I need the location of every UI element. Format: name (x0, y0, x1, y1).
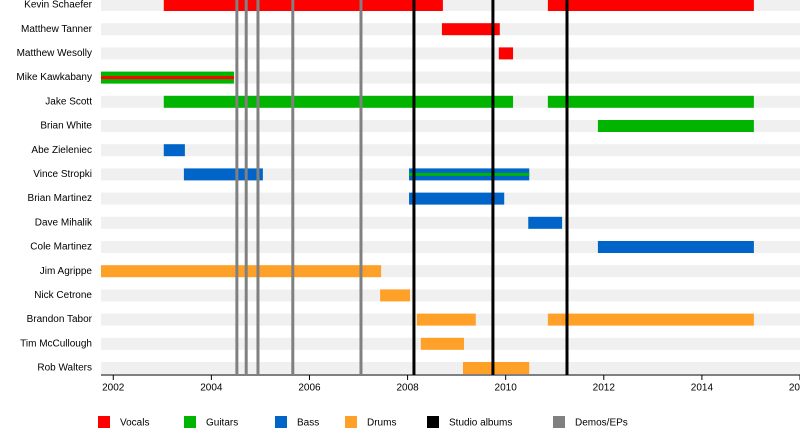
member-bar (409, 192, 505, 205)
row-stripe (101, 71, 800, 84)
row-label: Brandon Tabor (27, 314, 93, 325)
member-bar (163, 95, 514, 108)
legend-label: Guitars (206, 418, 238, 429)
x-tick-label: 2016 (789, 383, 800, 394)
member-bar (547, 95, 754, 108)
x-tick-label: 2008 (396, 383, 419, 394)
member-bar (528, 216, 563, 229)
row-label: Abe Zieleniec (31, 145, 92, 156)
member-bar (409, 172, 530, 176)
member-bar (597, 241, 754, 253)
x-tick-label: 2002 (102, 383, 125, 394)
member-bar (420, 337, 464, 350)
member-bar (498, 47, 514, 60)
row-label: Brian Martinez (28, 193, 92, 204)
member-bar (183, 168, 263, 181)
x-tick-label: 2006 (298, 383, 321, 394)
legend-label: Vocals (120, 418, 149, 429)
row-stripe (101, 362, 800, 374)
row-label: Kevin Schaefer (24, 0, 92, 11)
row-label: Tim McCullough (20, 338, 92, 349)
x-tick-label: 2004 (200, 383, 223, 394)
member-bar (101, 76, 234, 80)
row-label: Jake Scott (45, 96, 92, 107)
row-label: Rob Walters (37, 363, 92, 374)
legend-swatch (553, 416, 565, 428)
row-stripe (101, 144, 800, 157)
member-bar (547, 0, 754, 11)
legend-label: Drums (367, 418, 396, 429)
legend-swatch (184, 416, 196, 428)
legend-swatch (98, 416, 110, 428)
legend-swatch (275, 416, 287, 428)
member-bar (463, 362, 530, 374)
row-stripe (101, 0, 800, 11)
member-bar (441, 23, 500, 36)
member-bar (380, 289, 411, 302)
legend-label: Studio albums (449, 418, 512, 429)
row-label: Matthew Wesolly (17, 48, 92, 59)
row-label: Dave Mihalik (35, 217, 93, 228)
member-bar (597, 120, 754, 132)
member-bar (547, 313, 754, 326)
x-tick-label: 2014 (691, 383, 714, 394)
row-label: Cole Martinez (30, 242, 92, 253)
member-bar (163, 0, 443, 11)
row-stripe (101, 47, 800, 60)
member-bar (163, 144, 185, 157)
legend-swatch (427, 416, 439, 428)
row-label: Mike Kawkabany (16, 72, 92, 83)
row-label: Matthew Tanner (21, 24, 93, 35)
member-bar (101, 265, 382, 278)
row-label: Nick Cetrone (34, 290, 92, 301)
row-label: Jim Agrippe (40, 266, 93, 277)
row-stripe (101, 216, 800, 229)
legend-label: Bass (297, 418, 319, 429)
row-stripe (101, 289, 800, 302)
legend-label: Demos/EPs (575, 418, 628, 429)
row-label: Vince Stropki (33, 169, 92, 180)
member-bar (416, 313, 476, 326)
x-tick-label: 2012 (593, 383, 616, 394)
legend-swatch (345, 416, 357, 428)
row-label: Brian White (40, 121, 92, 132)
x-tick-label: 2010 (495, 383, 518, 394)
